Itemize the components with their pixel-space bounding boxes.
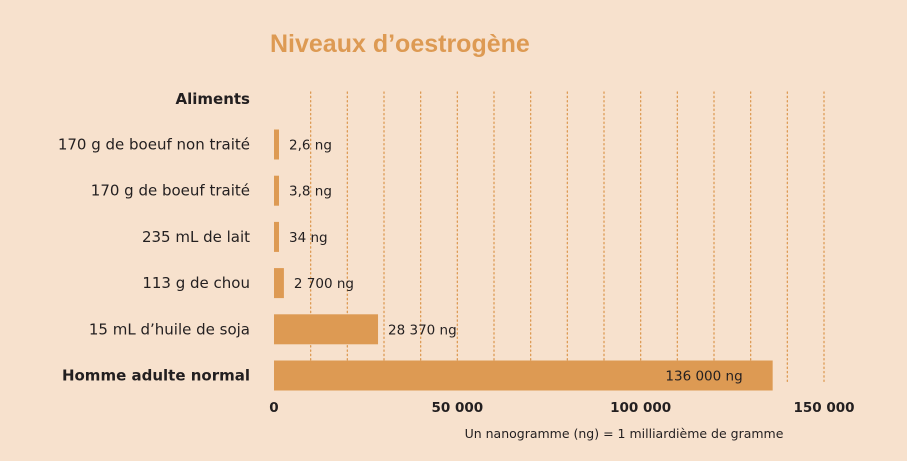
bar-rows: 170 g de boeuf non traité 2,6 ng 170 g de …: [58, 129, 773, 391]
category-label: 235 mL de lait: [142, 228, 250, 246]
category-label: 170 g de boeuf non traité: [58, 136, 250, 154]
bar: [274, 360, 773, 391]
value-label: 2,6 ng: [289, 138, 332, 154]
x-tick-label: 150 000: [793, 400, 854, 416]
category-label: Homme adulte normal: [62, 367, 250, 385]
x-tick-label: 100 000: [610, 400, 671, 416]
bar: [274, 175, 279, 206]
bar: [274, 129, 279, 160]
category-label: 15 mL d’huile de soja: [89, 320, 250, 338]
chart-title: Niveaux d’oestrogène: [270, 30, 530, 58]
bar: [274, 314, 379, 345]
footnote: Un nanogramme (ng) = 1 milliardième de g…: [465, 426, 784, 441]
value-label: 2 700 ng: [294, 276, 354, 292]
x-tick-label: 0: [269, 400, 278, 416]
category-label: 113 g de chou: [142, 274, 250, 292]
bar: [274, 268, 284, 299]
x-tick-label: 50 000: [431, 400, 483, 416]
value-label: 28 370 ng: [388, 322, 457, 338]
value-label: 34 ng: [289, 230, 328, 246]
value-label: 136 000 ng: [665, 369, 742, 385]
bar: [274, 221, 279, 252]
grid-lines: [310, 91, 825, 385]
value-label: 3,8 ng: [289, 184, 332, 200]
category-header: Aliments: [176, 90, 251, 108]
x-axis-ticks: 0 50 000 100 000 150 000: [269, 400, 854, 416]
category-label: 170 g de boeuf traité: [91, 182, 250, 200]
